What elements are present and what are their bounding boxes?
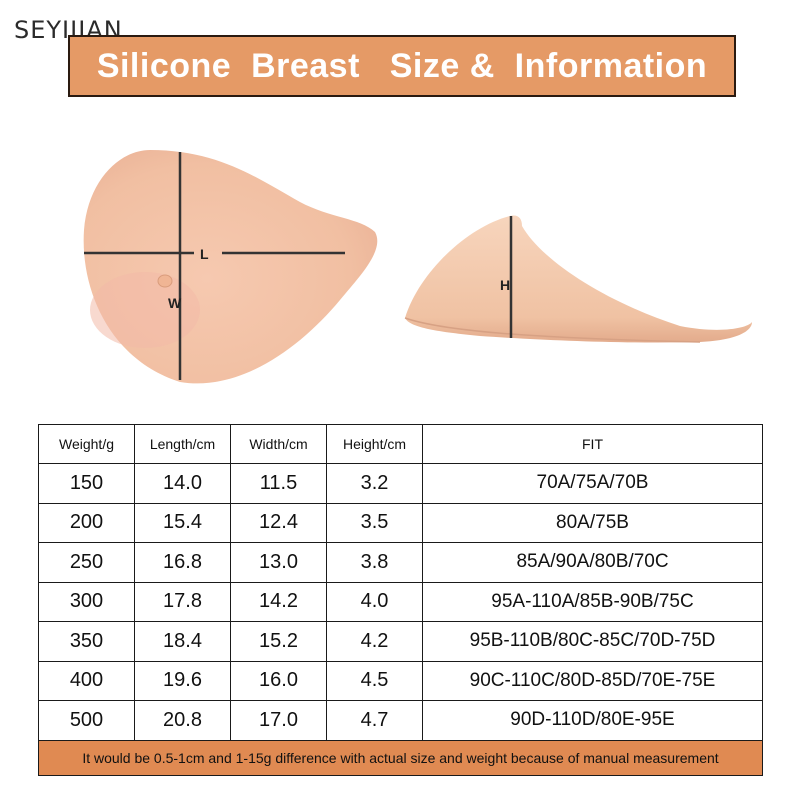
cell-length: 15.4 (134, 502, 231, 544)
cell-length: 20.8 (134, 700, 231, 741)
cell-weight: 250 (38, 542, 135, 583)
header-length: Length/cm (134, 424, 231, 464)
cell-width: 13.0 (230, 542, 327, 583)
table-row: 400 19.6 16.0 4.5 90C-110C/80D-85D/70E-7… (38, 660, 763, 702)
header-weight: Weight/g (38, 424, 135, 464)
cell-length: 18.4 (134, 621, 231, 662)
cell-height: 4.5 (326, 660, 423, 702)
table-row: 500 20.8 17.0 4.7 90D-110D/80E-95E (38, 700, 763, 741)
prosthesis-top-view (83, 150, 378, 384)
cell-weight: 200 (38, 502, 135, 544)
page-title: Silicone Breast Size & Information (96, 46, 708, 85)
table-row: 250 16.8 13.0 3.8 85A/90A/80B/70C (38, 542, 763, 583)
header-width: Width/cm (230, 424, 327, 464)
cell-weight: 400 (38, 660, 135, 702)
cell-height: 4.2 (326, 621, 423, 662)
cell-fit: 95A-110A/85B-90B/75C (422, 581, 763, 623)
cell-width: 16.0 (230, 660, 327, 702)
header-height: Height/cm (326, 424, 423, 464)
cell-width: 17.0 (230, 700, 327, 741)
width-label: W (168, 295, 182, 311)
cell-weight: 500 (38, 700, 135, 741)
cell-weight: 350 (38, 621, 135, 662)
cell-height: 3.2 (326, 463, 423, 504)
cell-fit: 80A/75B (422, 502, 763, 544)
cell-height: 3.5 (326, 502, 423, 544)
prosthesis-side-view (405, 215, 752, 343)
cell-height: 4.0 (326, 581, 423, 623)
cell-width: 15.2 (230, 621, 327, 662)
table-row: 150 14.0 11.5 3.2 70A/75A/70B (38, 463, 763, 504)
cell-length: 19.6 (134, 660, 231, 702)
table-row: 300 17.8 14.2 4.0 95A-110A/85B-90B/75C (38, 581, 763, 623)
length-label: L (200, 246, 209, 262)
cell-width: 14.2 (230, 581, 327, 623)
cell-fit: 85A/90A/80B/70C (422, 542, 763, 583)
cell-height: 3.8 (326, 542, 423, 583)
cell-width: 11.5 (230, 463, 327, 504)
cell-width: 12.4 (230, 502, 327, 544)
table-header-row: Weight/g Length/cm Width/cm Height/cm FI… (38, 424, 763, 464)
header-fit: FIT (422, 424, 763, 464)
measurement-note: It would be 0.5-1cm and 1-15g difference… (38, 739, 763, 777)
table-note-row: It would be 0.5-1cm and 1-15g difference… (38, 739, 763, 777)
cell-weight: 300 (38, 581, 135, 623)
product-illustration: L W H (83, 150, 752, 384)
cell-weight: 150 (38, 463, 135, 504)
cell-fit: 90C-110C/80D-85D/70E-75E (422, 660, 763, 702)
cell-fit: 95B-110B/80C-85C/70D-75D (422, 621, 763, 662)
table-row: 350 18.4 15.2 4.2 95B-110B/80C-85C/70D-7… (38, 621, 763, 662)
cell-length: 16.8 (134, 542, 231, 583)
title-banner: Silicone Breast Size & Information (68, 35, 736, 97)
table-row: 200 15.4 12.4 3.5 80A/75B (38, 502, 763, 544)
cell-length: 17.8 (134, 581, 231, 623)
cell-height: 4.7 (326, 700, 423, 741)
height-label: H (500, 277, 510, 293)
size-table: Weight/g Length/cm Width/cm Height/cm FI… (38, 424, 763, 777)
cell-fit: 90D-110D/80E-95E (422, 700, 763, 741)
cell-fit: 70A/75A/70B (422, 463, 763, 504)
cell-length: 14.0 (134, 463, 231, 504)
